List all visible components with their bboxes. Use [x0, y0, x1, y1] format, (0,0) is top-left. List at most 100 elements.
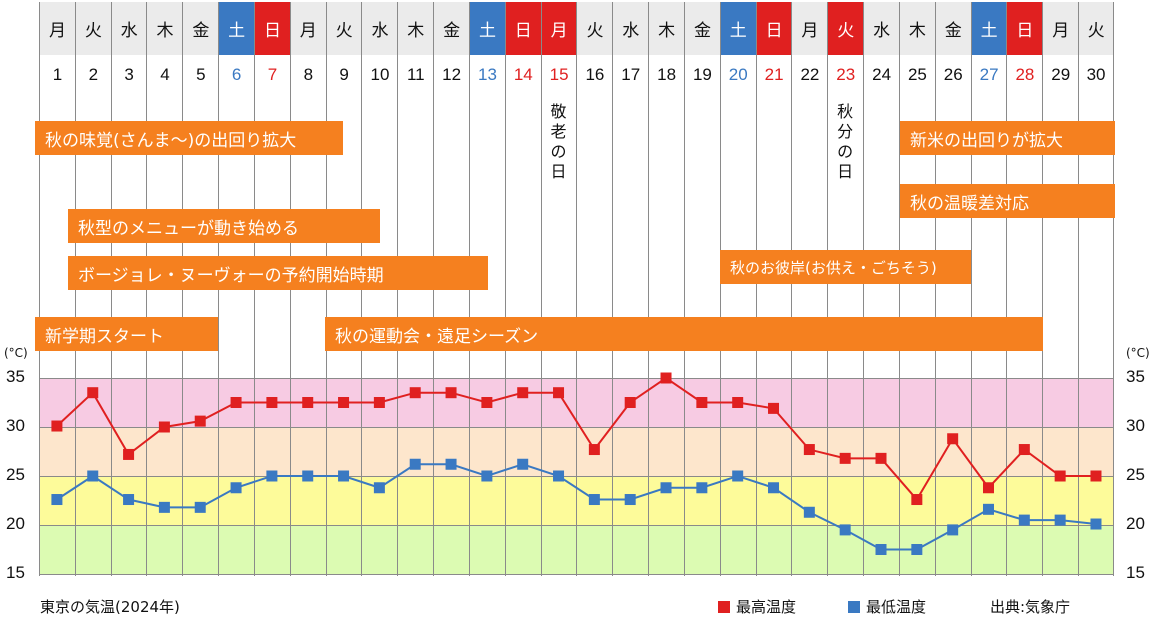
- date-label: 24: [872, 65, 892, 84]
- weekday-label: 土: [971, 2, 1007, 55]
- weekday-label: 水: [613, 2, 649, 55]
- weekday-label: 水: [864, 2, 900, 55]
- y-axis-unit-right: (°C): [1126, 346, 1150, 360]
- day-column: 火 23: [827, 2, 864, 576]
- day-column: 日 21: [755, 2, 792, 576]
- date-label: 5: [196, 65, 206, 84]
- legend-min-label: 最低温度: [866, 598, 927, 616]
- date-label: 10: [370, 65, 390, 84]
- y-tick-right: 25: [1126, 465, 1145, 484]
- day-column: 月 22: [791, 2, 828, 576]
- date-label: 23: [836, 65, 856, 84]
- weekday-label: 月: [40, 2, 75, 55]
- date-label: 4: [160, 65, 170, 84]
- y-tick-left: 15: [6, 563, 25, 582]
- day-column: 日 14: [504, 2, 541, 576]
- weekday-label: 金: [183, 2, 219, 55]
- date-label: 8: [303, 65, 314, 84]
- day-column: 水 17: [612, 2, 649, 576]
- weekday-label: 月: [1043, 2, 1079, 55]
- weekday-label: 月: [290, 2, 326, 55]
- weekday-label: 水: [362, 2, 398, 55]
- day-column: 月 15: [540, 2, 577, 576]
- date-label: 14: [513, 65, 533, 84]
- day-column: 土 27: [970, 2, 1007, 576]
- weekday-label: 日: [505, 2, 541, 55]
- weekday-label: 木: [147, 2, 183, 55]
- event-bar: 秋の運動会・遠足シーズン: [325, 317, 1043, 351]
- date-label: 18: [657, 65, 677, 84]
- date-label: 16: [585, 65, 605, 84]
- day-column: 火 16: [576, 2, 613, 576]
- y-tick-left: 30: [6, 416, 25, 435]
- date-label: 7: [267, 65, 278, 84]
- day-column: 土 20: [719, 2, 756, 576]
- weekday-label: 火: [75, 2, 111, 55]
- weekday-label: 土: [720, 2, 756, 55]
- date-label: 9: [339, 65, 349, 84]
- weekday-label: 月: [541, 2, 577, 55]
- event-bar: 秋の味覚(さんま〜)の出回り拡大: [35, 121, 343, 155]
- legend-max: 最高温度: [718, 596, 796, 617]
- weekday-label: 土: [219, 2, 255, 55]
- event-bar: 秋の温暖差対応: [900, 184, 1115, 218]
- day-column: 木 18: [648, 2, 685, 576]
- legend-min: 最低温度: [848, 596, 926, 617]
- day-column: 火 30: [1078, 2, 1115, 576]
- weekday-label: 金: [684, 2, 720, 55]
- date-label: 21: [764, 65, 784, 84]
- date-label: 20: [728, 65, 748, 84]
- date-label: 30: [1086, 65, 1106, 84]
- chart-title: 東京の気温(2024年): [40, 598, 180, 616]
- weekday-label: 火: [326, 2, 362, 55]
- date-label: 12: [442, 65, 462, 84]
- date-label: 1: [52, 65, 63, 84]
- weekday-label: 日: [254, 2, 290, 55]
- source-text: 出典:気象庁: [990, 598, 1071, 616]
- weekday-label: 金: [935, 2, 971, 55]
- weekday-label: 火: [1079, 2, 1114, 55]
- y-axis-unit-left: (°C): [4, 346, 28, 360]
- weekday-label: 日: [756, 2, 792, 55]
- y-tick-left: 35: [6, 367, 25, 386]
- date-label: 22: [800, 65, 820, 84]
- event-bar: ボージョレ・ヌーヴォーの予約開始時期: [68, 256, 488, 290]
- holiday-label: 敬老の日: [550, 102, 567, 181]
- date-label: 15: [549, 65, 569, 84]
- source-label: 出典:気象庁: [990, 596, 1070, 617]
- weekday-label: 木: [899, 2, 935, 55]
- weekday-label: 火: [828, 2, 864, 55]
- day-column: 金 19: [683, 2, 720, 576]
- date-label: 19: [692, 65, 712, 84]
- date-label: 17: [621, 65, 641, 84]
- event-bar: 新米の出回りが拡大: [900, 121, 1115, 155]
- weekday-label: 土: [469, 2, 505, 55]
- event-bar: 秋のお彼岸(お供え・ごちそう): [720, 250, 971, 284]
- legend-max-swatch-icon: [718, 600, 730, 613]
- x-axis-line: [39, 574, 1114, 575]
- y-tick-right: 20: [1126, 514, 1145, 533]
- date-label: 2: [88, 65, 99, 84]
- y-tick-left: 20: [6, 514, 25, 533]
- day-column: 水 24: [863, 2, 900, 576]
- date-label: 3: [124, 65, 134, 84]
- legend-max-label: 最高温度: [736, 598, 797, 616]
- date-label: 11: [406, 65, 425, 84]
- legend-min-swatch-icon: [848, 600, 860, 613]
- day-column: 金 26: [934, 2, 971, 576]
- day-column: 月 29: [1042, 2, 1079, 576]
- y-tick-left: 25: [6, 465, 25, 484]
- date-label: 25: [907, 65, 927, 84]
- y-tick-right: 30: [1126, 416, 1145, 435]
- weekday-label: 水: [111, 2, 147, 55]
- weekday-label: 日: [1007, 2, 1043, 55]
- date-label: 27: [979, 65, 999, 84]
- event-bar: 新学期スタート: [35, 317, 218, 351]
- y-tick-right: 35: [1126, 367, 1145, 386]
- weekday-label: 木: [398, 2, 434, 55]
- date-label: 28: [1015, 65, 1035, 84]
- weekday-label: 金: [434, 2, 470, 55]
- date-label: 13: [477, 65, 497, 84]
